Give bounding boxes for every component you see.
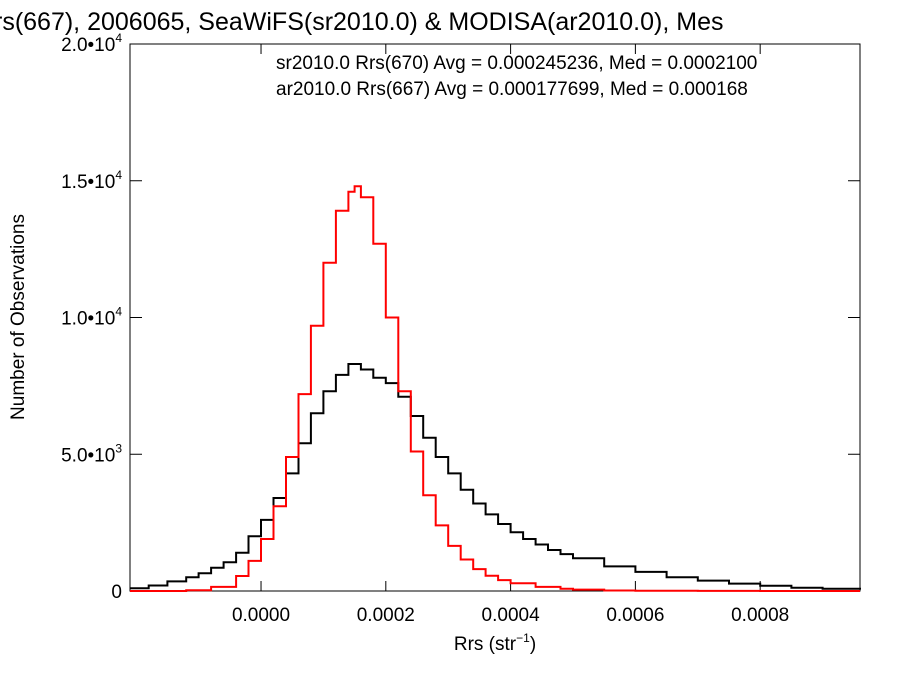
y-tick-label: 5.0•103 <box>61 441 122 466</box>
y-tick-label: 1.0•104 <box>61 305 122 330</box>
y-tick-label-text: 0 <box>111 582 122 603</box>
y-tick-label-text: 1.0•10 <box>61 309 115 330</box>
y-tick-label-exponent: 4 <box>115 31 122 45</box>
x-tick-label: 0.0006 <box>606 605 664 626</box>
series-line-2 <box>130 185 860 592</box>
legend-entry-1: sr2010.0 Rrs(670) Avg = 0.000245236, Med… <box>276 53 757 74</box>
y-tick-label: 1.5•104 <box>61 168 122 193</box>
legend-entry-2: ar2010.0 Rrs(667) Avg = 0.000177699, Med… <box>276 79 748 100</box>
x-tick-label: 0.0004 <box>482 605 541 626</box>
x-tick-label: 0.0008 <box>731 605 789 626</box>
y-tick-label-exponent: 4 <box>115 168 122 182</box>
y-tick-label-text: 1.5•10 <box>61 172 115 193</box>
y-axis-label: Number of Observations <box>8 214 29 420</box>
y-tick-label-exponent: 4 <box>115 305 122 319</box>
plot-frame <box>129 43 861 592</box>
y-tick-label-text: 2.0•10 <box>61 35 115 56</box>
data-series <box>130 185 861 592</box>
chart-title: rs(667), 2006065, SeaWiFS(sr2010.0) & MO… <box>0 8 723 36</box>
x-axis-label-tail: ) <box>530 634 536 655</box>
y-tick-label: 2.0•104 <box>61 31 122 56</box>
x-axis-label-superscript: −1 <box>516 631 530 645</box>
y-tick-label-exponent: 3 <box>115 441 122 455</box>
y-tick-label-text: 5.0•10 <box>61 445 115 466</box>
x-tick-label: 0.0000 <box>232 605 290 626</box>
axis-ticks: 0.0000 0.0002 0.0004 0.0006 0.0008 0 5.0•103 1.… <box>61 31 860 626</box>
x-tick-label: 0.0002 <box>357 605 415 626</box>
series-line-1 <box>130 363 861 590</box>
y-tick-label: 0 <box>111 582 122 603</box>
x-axis-label: Rrs (str−1) <box>454 631 536 655</box>
